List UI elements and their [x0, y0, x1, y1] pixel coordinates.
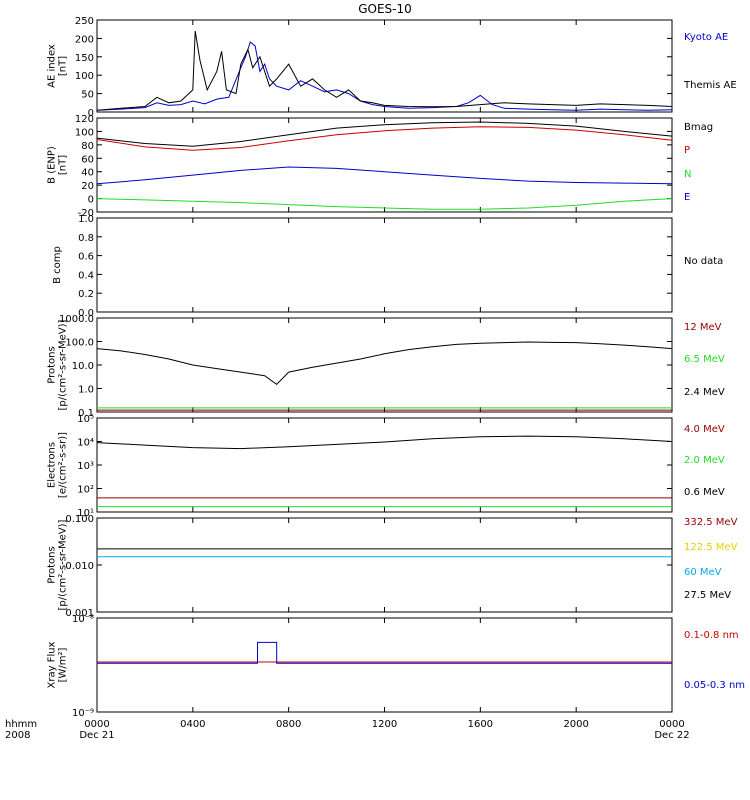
- y-tick-label: 100.0: [65, 338, 94, 349]
- series-line: [96, 166, 673, 185]
- y-tick-label: 10.0: [72, 361, 94, 372]
- y-tick-label: 50: [81, 90, 94, 101]
- y-tick-label: 0.001: [65, 608, 94, 619]
- panel-frame: [96, 217, 673, 313]
- legend-entry: 332.5 MeV: [684, 517, 738, 528]
- y-axis-label: [nT]: [58, 56, 69, 76]
- y-tick-label: 150: [75, 53, 94, 64]
- y-tick-label: 20: [81, 181, 94, 192]
- y-tick-label: 120: [75, 114, 94, 125]
- y-axis-label: B (ENP): [47, 146, 58, 184]
- y-tick-label: 0.1: [78, 408, 94, 419]
- y-tick-label: 250: [75, 16, 94, 27]
- plot-title: GOES-10: [358, 2, 412, 16]
- y-tick-label: 100: [75, 127, 94, 138]
- series-line: [96, 198, 673, 210]
- legend-entry: Kyoto AE: [684, 32, 728, 43]
- y-tick-label: 0: [88, 108, 94, 119]
- y-axis-label: Xray Flux: [47, 641, 58, 688]
- y-tick-label: 60: [81, 154, 94, 165]
- legend-entry: 12 MeV: [684, 322, 722, 333]
- y-axis-label: Protons: [47, 546, 58, 583]
- x-tick-label: 2000: [563, 719, 588, 730]
- panel-frame: [96, 617, 673, 713]
- y-tick-label: 10²: [77, 485, 94, 496]
- y-tick-label: 0.8: [78, 233, 94, 244]
- y-tick-label: 10⁵: [77, 414, 94, 425]
- y-tick-label: 10⁻⁸: [72, 614, 94, 625]
- y-tick-label: -20: [78, 208, 94, 219]
- date-label: Dec 22: [654, 730, 689, 741]
- y-tick-label: 0.4: [78, 270, 94, 281]
- y-tick-label: 0.0: [78, 308, 94, 319]
- legend-entry: 0.6 MeV: [684, 487, 725, 498]
- series-line: [96, 121, 673, 147]
- legend-entry: 2.0 MeV: [684, 455, 725, 466]
- y-axis-label: [W/m²]: [58, 647, 69, 682]
- y-axis-label: Protons: [47, 346, 58, 383]
- legend-entry: 60 MeV: [684, 567, 722, 578]
- y-tick-label: 0.2: [78, 289, 94, 300]
- y-axis-label: [e/(cm²-s-sr)]: [58, 432, 69, 498]
- y-tick-label: 0.6: [78, 252, 94, 263]
- y-tick-label: 100: [75, 71, 94, 82]
- date-label: Dec 21: [79, 730, 114, 741]
- y-tick-label: 0: [88, 195, 94, 206]
- series-line: [97, 641, 672, 664]
- legend-entry: 27.5 MeV: [684, 590, 731, 601]
- series-line: [96, 341, 673, 386]
- legend-entry: 0.05-0.3 nm: [684, 680, 745, 691]
- legend-entry: 2.4 MeV: [684, 387, 725, 398]
- legend-entry: Bmag: [684, 122, 713, 133]
- x-tick-label: 0000: [84, 719, 109, 730]
- y-tick-label: 10⁴: [77, 438, 94, 449]
- series-line: [96, 41, 673, 111]
- legend-entry: N: [684, 169, 691, 180]
- y-tick-label: 1.0: [78, 214, 94, 225]
- legend-entry: Themis AE: [683, 80, 737, 91]
- legend-entry: 122.5 MeV: [684, 542, 738, 553]
- y-tick-label: 40: [81, 168, 94, 179]
- y-axis-label: B comp: [52, 246, 63, 284]
- y-axis-label: [p/(cm²-s-sr-MeV)]: [58, 319, 69, 410]
- panel-frame: [96, 517, 673, 613]
- legend-entry: 4.0 MeV: [684, 424, 725, 435]
- x-tick-label: 0800: [276, 719, 301, 730]
- y-tick-label: 0.010: [65, 561, 94, 572]
- y-tick-label: 1000.0: [59, 314, 94, 325]
- y-axis-label: Electrons: [47, 442, 58, 488]
- legend-entry: 6.5 MeV: [684, 354, 725, 365]
- x-tick-label: 1200: [372, 719, 397, 730]
- series-line: [96, 30, 673, 111]
- y-tick-label: 10⁻⁹: [72, 708, 94, 719]
- legend-entry: No data: [684, 256, 723, 267]
- x-tick-label: 1600: [468, 719, 493, 730]
- y-tick-label: 0.100: [65, 514, 94, 525]
- y-tick-label: 10¹: [77, 508, 94, 519]
- panel-frame: [96, 117, 673, 213]
- x-tick-label: 0000: [659, 719, 684, 730]
- y-tick-label: 200: [75, 34, 94, 45]
- x-tick-label: 0400: [180, 719, 205, 730]
- legend-entry: E: [684, 192, 690, 203]
- y-axis-label: AE index: [47, 44, 58, 88]
- legend-entry: 0.1-0.8 nm: [684, 630, 739, 641]
- y-axis-label: [p/(cm²-s-sr-MeV)]: [58, 519, 69, 610]
- y-tick-label: 1.0: [78, 385, 94, 396]
- y-tick-label: 80: [81, 141, 94, 152]
- series-line: [96, 126, 673, 151]
- panel-frame: [96, 317, 673, 413]
- series-line: [96, 435, 673, 450]
- time-row-label: 2008: [5, 730, 30, 741]
- y-axis-label: [nT]: [58, 155, 69, 175]
- time-row-label: hhmm: [5, 719, 37, 730]
- y-tick-label: 10³: [77, 461, 94, 472]
- legend-entry: P: [684, 145, 690, 156]
